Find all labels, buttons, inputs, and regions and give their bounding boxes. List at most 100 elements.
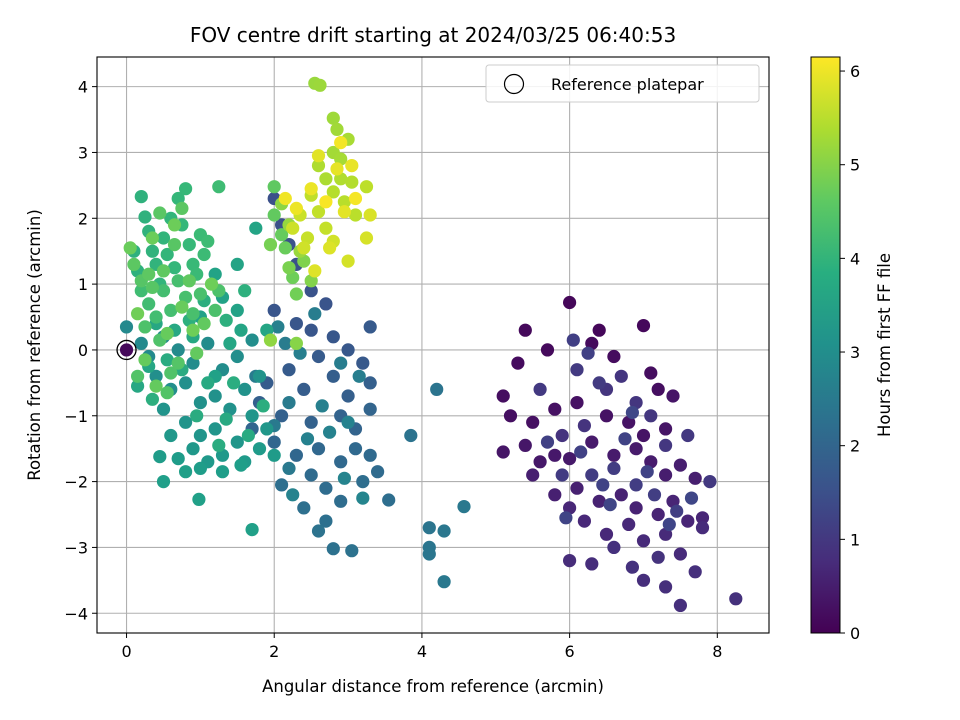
- scatter-point: [659, 438, 673, 452]
- scatter-point: [334, 136, 348, 150]
- scatter-point: [193, 396, 207, 410]
- scatter-point: [681, 428, 695, 443]
- scatter-point: [149, 369, 163, 383]
- scatter-point: [131, 307, 145, 321]
- scatter-point: [651, 550, 665, 564]
- scatter-point: [311, 349, 326, 364]
- scatter-point: [618, 432, 632, 446]
- scatter-point: [289, 336, 303, 350]
- x-tick-label: 4: [417, 642, 427, 661]
- scatter-point: [201, 376, 215, 390]
- scatter-point: [345, 544, 359, 558]
- scatter-point: [319, 195, 333, 209]
- scatter-point: [334, 172, 348, 186]
- scatter-point: [334, 455, 348, 469]
- y-axis-label: Rotation from reference (arcmin): [25, 209, 44, 481]
- scatter-point: [348, 191, 363, 206]
- scatter-point: [614, 488, 628, 502]
- scatter-point: [182, 274, 196, 288]
- x-tick-label: 2: [269, 642, 279, 661]
- scatter-point: [304, 274, 318, 288]
- y-tick-label: 2: [78, 209, 88, 228]
- reference-platepar-point: [119, 343, 134, 357]
- scatter-point: [688, 471, 702, 485]
- colorbar-label: Hours from first FF file: [875, 253, 894, 437]
- scatter-point: [503, 409, 518, 423]
- scatter-point: [201, 234, 215, 248]
- scatter-point: [171, 191, 185, 206]
- scatter-point: [156, 284, 171, 298]
- scatter-point: [145, 231, 159, 245]
- scatter-point: [457, 500, 471, 514]
- scatter-point: [167, 218, 182, 232]
- scatter-point: [323, 425, 337, 439]
- scatter-point: [282, 396, 296, 410]
- scatter-point: [566, 333, 580, 347]
- scatter-point: [629, 396, 643, 410]
- scatter-point: [437, 524, 451, 538]
- scatter-point: [156, 264, 171, 278]
- scatter-point: [348, 442, 363, 456]
- scatter-point: [592, 494, 606, 508]
- scatter-point: [230, 257, 244, 271]
- scatter-points: [116, 76, 743, 613]
- scatter-point: [607, 540, 621, 555]
- scatter-point: [337, 205, 351, 219]
- scatter-point: [245, 333, 259, 347]
- scatter-point: [160, 247, 174, 262]
- scatter-point: [526, 415, 540, 429]
- scatter-point: [356, 475, 370, 489]
- scatter-point: [659, 580, 673, 594]
- scatter-point: [326, 542, 340, 556]
- scatter-point: [651, 507, 665, 522]
- scatter-point: [363, 208, 377, 222]
- scatter-point: [629, 478, 643, 492]
- scatter-point: [603, 498, 617, 512]
- scatter-point: [703, 475, 717, 489]
- scatter-point: [252, 442, 267, 456]
- scatter-point: [341, 415, 355, 429]
- scatter-point: [352, 369, 366, 383]
- scatter-point: [511, 356, 525, 370]
- scatter-point: [422, 521, 436, 535]
- scatter-point: [223, 336, 237, 350]
- scatter-point: [160, 386, 174, 400]
- scatter-point: [171, 452, 185, 466]
- scatter-point: [278, 241, 292, 255]
- scatter-point: [227, 376, 241, 390]
- scatter-point: [430, 382, 444, 396]
- scatter-point: [640, 465, 654, 479]
- scatter-point: [282, 363, 296, 377]
- scatter-point: [297, 241, 311, 255]
- scatter-point: [289, 317, 303, 331]
- scatter-point: [142, 297, 156, 311]
- scatter-point: [684, 491, 699, 505]
- scatter-point: [267, 303, 281, 317]
- scatter-point: [138, 353, 152, 367]
- scatter-point: [348, 208, 363, 222]
- colorbar-ticks: 0 1 2 3 4 5 6: [840, 62, 860, 643]
- scatter-point: [688, 565, 702, 579]
- scatter-point: [548, 488, 562, 502]
- scatter-point: [540, 343, 555, 357]
- scatter-point: [204, 277, 219, 291]
- scatter-point: [186, 442, 200, 456]
- scatter-point: [311, 524, 326, 538]
- scatter-point: [581, 346, 595, 360]
- y-tick-label: −2: [64, 473, 88, 492]
- scatter-point: [278, 191, 292, 206]
- scatter-point: [526, 468, 540, 482]
- scatter-point: [192, 492, 206, 506]
- scatter-point: [256, 399, 270, 413]
- scatter-point: [518, 438, 532, 452]
- scatter-point: [208, 389, 222, 403]
- scatter-point: [234, 458, 248, 472]
- scatter-point: [267, 435, 281, 449]
- scatter-point: [326, 111, 340, 125]
- scatter-point: [636, 428, 651, 443]
- scatter-point: [238, 284, 252, 298]
- scatter-point: [345, 159, 359, 173]
- scatter-point: [267, 208, 281, 222]
- scatter-point: [300, 231, 315, 245]
- scatter-point: [334, 152, 348, 166]
